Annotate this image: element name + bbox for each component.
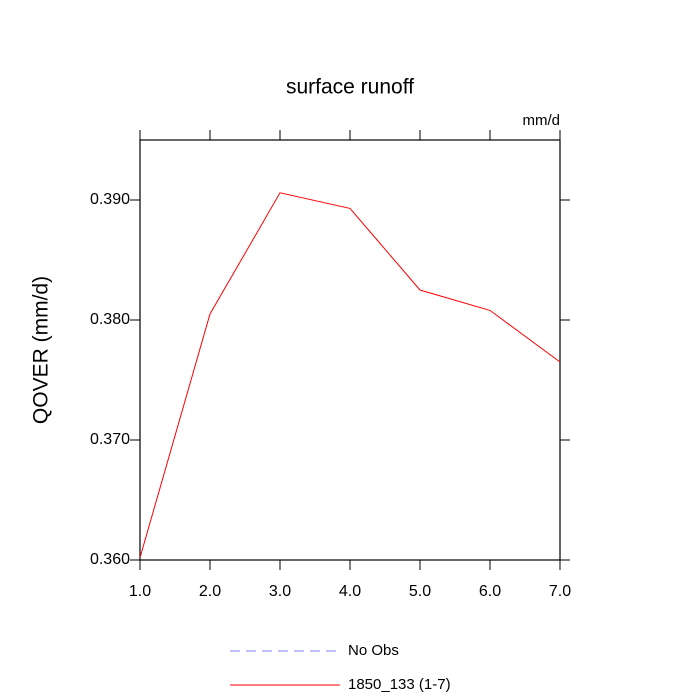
y-tick-label: 0.360 bbox=[90, 551, 130, 568]
legend-label: No Obs bbox=[348, 642, 399, 659]
x-tick-label: 4.0 bbox=[339, 583, 361, 600]
y-tick-label: 0.390 bbox=[90, 191, 130, 208]
x-tick-label: 1.0 bbox=[129, 583, 151, 600]
x-tick-label: 5.0 bbox=[409, 583, 431, 600]
x-tick-label: 3.0 bbox=[269, 583, 291, 600]
x-tick-label: 6.0 bbox=[479, 583, 501, 600]
legend-label: 1850_133 (1-7) bbox=[348, 676, 451, 693]
plot-frame bbox=[139, 139, 561, 561]
chart-title: surface runoff bbox=[286, 76, 414, 99]
y-tick-label: 0.380 bbox=[90, 311, 130, 328]
series-line bbox=[139, 192, 561, 558]
units-label: mm/d bbox=[523, 112, 561, 129]
x-tick-label: 7.0 bbox=[549, 583, 571, 600]
x-tick-label: 2.0 bbox=[199, 583, 221, 600]
y-tick-label: 0.370 bbox=[90, 431, 130, 448]
y-axis-label: QOVER (mm/d) bbox=[30, 276, 53, 424]
